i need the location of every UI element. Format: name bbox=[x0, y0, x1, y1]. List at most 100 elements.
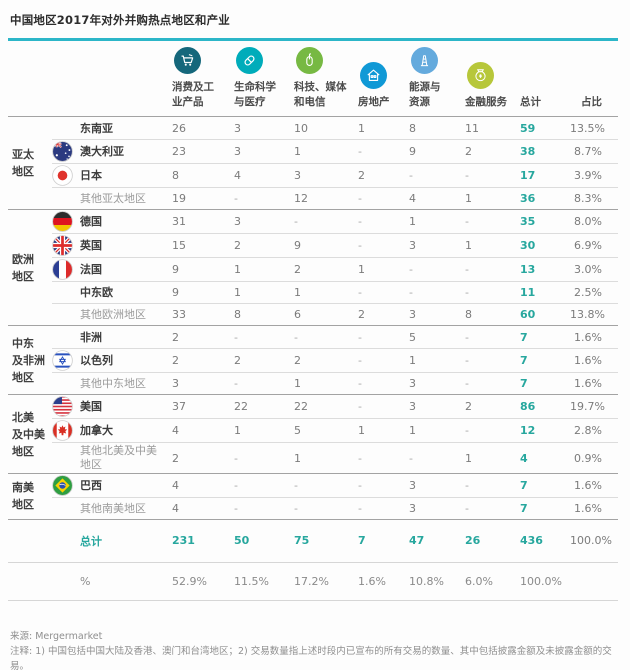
row-share: 1.6% bbox=[574, 354, 602, 368]
deal-count: - bbox=[358, 286, 362, 300]
region-rows: 德国 31 3- -1-35 8.0% 英国 15 2 9-3 1 30 6.9% 法国 9 1 2 1- -13… bbox=[52, 210, 618, 325]
column-header-real-estate: 房地产 bbox=[358, 61, 409, 110]
country-label: 东南亚 bbox=[80, 121, 113, 135]
deal-count: - bbox=[358, 501, 362, 515]
row-total: 12 bbox=[520, 424, 536, 438]
table-row: 美国 37 22 22 - 3 2 86 19.7% bbox=[52, 395, 618, 418]
deal-count: 2 bbox=[172, 451, 179, 465]
deal-count: 2 bbox=[294, 354, 301, 368]
row-share: 3.9% bbox=[574, 169, 602, 183]
page-title: 中国地区2017年对外并购热点地区和产业 bbox=[10, 13, 231, 27]
deal-count: 3 bbox=[409, 478, 416, 492]
column-header-label: 能源与 资源 bbox=[409, 81, 441, 108]
deal-count: - bbox=[358, 451, 362, 465]
percent-row: % 52.9% 11.5% 17.2% 1.6% 10.8% 6.0% 100.0% bbox=[8, 561, 618, 601]
ca-flag-icon bbox=[52, 420, 80, 442]
deal-count: - bbox=[358, 330, 362, 344]
deal-count: 4 bbox=[172, 478, 179, 492]
deal-count: 6 bbox=[294, 308, 301, 322]
jp-flag-icon bbox=[52, 165, 80, 187]
deal-count: 5 bbox=[409, 330, 416, 344]
deal-count: - bbox=[465, 424, 469, 438]
deal-count: - bbox=[465, 501, 469, 515]
row-share: 1.6% bbox=[574, 501, 602, 515]
row-share: 1.6% bbox=[574, 478, 602, 492]
br-flag-icon bbox=[52, 475, 80, 496]
row-total: 38 bbox=[520, 145, 536, 159]
deal-count: 33 bbox=[172, 308, 186, 322]
row-total: 17 bbox=[520, 169, 536, 183]
country-label: 其他北美及中美地区 bbox=[80, 444, 157, 472]
table-row: 其他亚太地区 19 - 12 - 4 1 36 8.3% bbox=[52, 187, 618, 209]
deal-count: 9 bbox=[172, 263, 179, 277]
percent-label: % bbox=[80, 574, 91, 588]
deal-count: - bbox=[358, 239, 362, 253]
column-header-label: 生命科学 与医疗 bbox=[234, 81, 276, 108]
row-share: 1.6% bbox=[574, 377, 602, 391]
deal-count: 1 bbox=[234, 286, 241, 300]
region-group-label: 南美 地区 bbox=[12, 481, 34, 512]
row-total: 59 bbox=[520, 121, 536, 135]
grand-total-label: 总计 bbox=[80, 534, 102, 548]
table-row: 法国 9 1 2 1 - - 13 3.0% bbox=[52, 257, 618, 281]
region-group: 南美 地区 巴西 4 - - - 3 - 7 1.6% 其他南美地区 4 - - - 3 - 7 1.6% bbox=[8, 472, 618, 519]
deal-count: 2 bbox=[465, 145, 472, 159]
region-group: 亚太 地区 东南亚 26 3 10 1 8 11 59 13.5% 澳大利亚 23 3 1-9 2 38 8.7%… bbox=[8, 116, 618, 209]
percent-value: 17.2% bbox=[294, 574, 329, 588]
deal-count: - bbox=[234, 330, 238, 344]
table-row: 中东欧 9 1 1- - -11 2.5% bbox=[52, 281, 618, 303]
deal-count: 8 bbox=[234, 308, 241, 322]
column-header-label: 占比 bbox=[581, 95, 602, 108]
deal-count: 37 bbox=[172, 400, 186, 414]
region-rows: 美国 37 22 22-3 2 86 19.7% 加拿大 4 1 5 1 1-12 2.8% 其他北美及中美… bbox=[52, 395, 618, 473]
deal-count: 1 bbox=[294, 145, 301, 159]
column-header-label: 消费及工 业产品 bbox=[172, 81, 214, 108]
deal-count: 1 bbox=[234, 263, 241, 277]
deal-count: 2 bbox=[465, 400, 472, 414]
table-row: 德国 31 3 - - 1 - 35 8.0% bbox=[52, 210, 618, 233]
footer: 来源: Mergermarket 注释: 1) 中国包括中国大陆及香港、澳门和台… bbox=[8, 629, 618, 670]
deal-count: - bbox=[358, 215, 362, 229]
region-group: 欧洲 地区 德国 31 3- -1-35 8.0% 英国 15 2 9-3 1 30 6.9% 法国 9 1 2 1… bbox=[8, 209, 618, 325]
column-header-label: 总计 bbox=[520, 95, 541, 108]
column-header-energy-resources: 能源与 资源 bbox=[409, 47, 465, 109]
deal-count: 9 bbox=[409, 145, 416, 159]
column-header-tmt: 科技、媒体 和电信 bbox=[294, 47, 358, 109]
country-label: 日本 bbox=[80, 169, 102, 182]
table-row: 加拿大 4 1 5 1 1 - 12 2.8% bbox=[52, 418, 618, 442]
column-headers: 消费及工 业产品 生命科学 与医疗 科技、媒体 和电信 房地产 能源与 资源 金融服务 总计 占比 bbox=[8, 47, 618, 116]
column-header-share: 占比 bbox=[570, 95, 618, 110]
deal-count: 22 bbox=[234, 400, 248, 414]
row-total: 7 bbox=[520, 501, 528, 515]
region-rows: 巴西 4 - - - 3 - 7 1.6% 其他南美地区 4 - - - 3 - 7 1.6% bbox=[52, 474, 618, 519]
deal-count: 1 bbox=[465, 451, 472, 465]
deal-count: 2 bbox=[172, 354, 179, 368]
deal-count: 8 bbox=[465, 308, 472, 322]
deal-count: - bbox=[465, 215, 469, 229]
row-share: 6.9% bbox=[574, 239, 602, 253]
deal-count: 8 bbox=[409, 121, 416, 135]
deal-count: 1 bbox=[358, 121, 365, 135]
cart-icon bbox=[174, 47, 201, 74]
deal-count: 3 bbox=[409, 501, 416, 515]
row-share: 1.6% bbox=[574, 330, 602, 344]
deal-count: 2 bbox=[172, 330, 179, 344]
deal-count: 3 bbox=[409, 400, 416, 414]
row-share: 13.8% bbox=[570, 308, 605, 322]
region-rows: 非洲 2 - - - 5 - 7 1.6% 以色列 2 2 2 - 1 - 7 1.6% 其他中东地区 3 - 1 - 3 - 7… bbox=[52, 326, 618, 394]
country-label: 加拿大 bbox=[80, 424, 113, 437]
row-total: 4 bbox=[520, 451, 528, 465]
row-total: 11 bbox=[520, 286, 536, 300]
table-row: 巴西 4 - - - 3 - 7 1.6% bbox=[52, 474, 618, 497]
row-share: 8.0% bbox=[574, 215, 602, 229]
deal-count: 10 bbox=[294, 121, 308, 135]
mouse-icon bbox=[296, 47, 323, 74]
table-row: 以色列 2 2 2 - 1 - 7 1.6% bbox=[52, 348, 618, 372]
deal-count: - bbox=[409, 451, 413, 465]
deal-count: - bbox=[358, 192, 362, 206]
deal-count: - bbox=[358, 478, 362, 492]
row-share: 2.8% bbox=[574, 424, 602, 438]
deal-count: 4 bbox=[172, 501, 179, 515]
deal-count: - bbox=[465, 330, 469, 344]
